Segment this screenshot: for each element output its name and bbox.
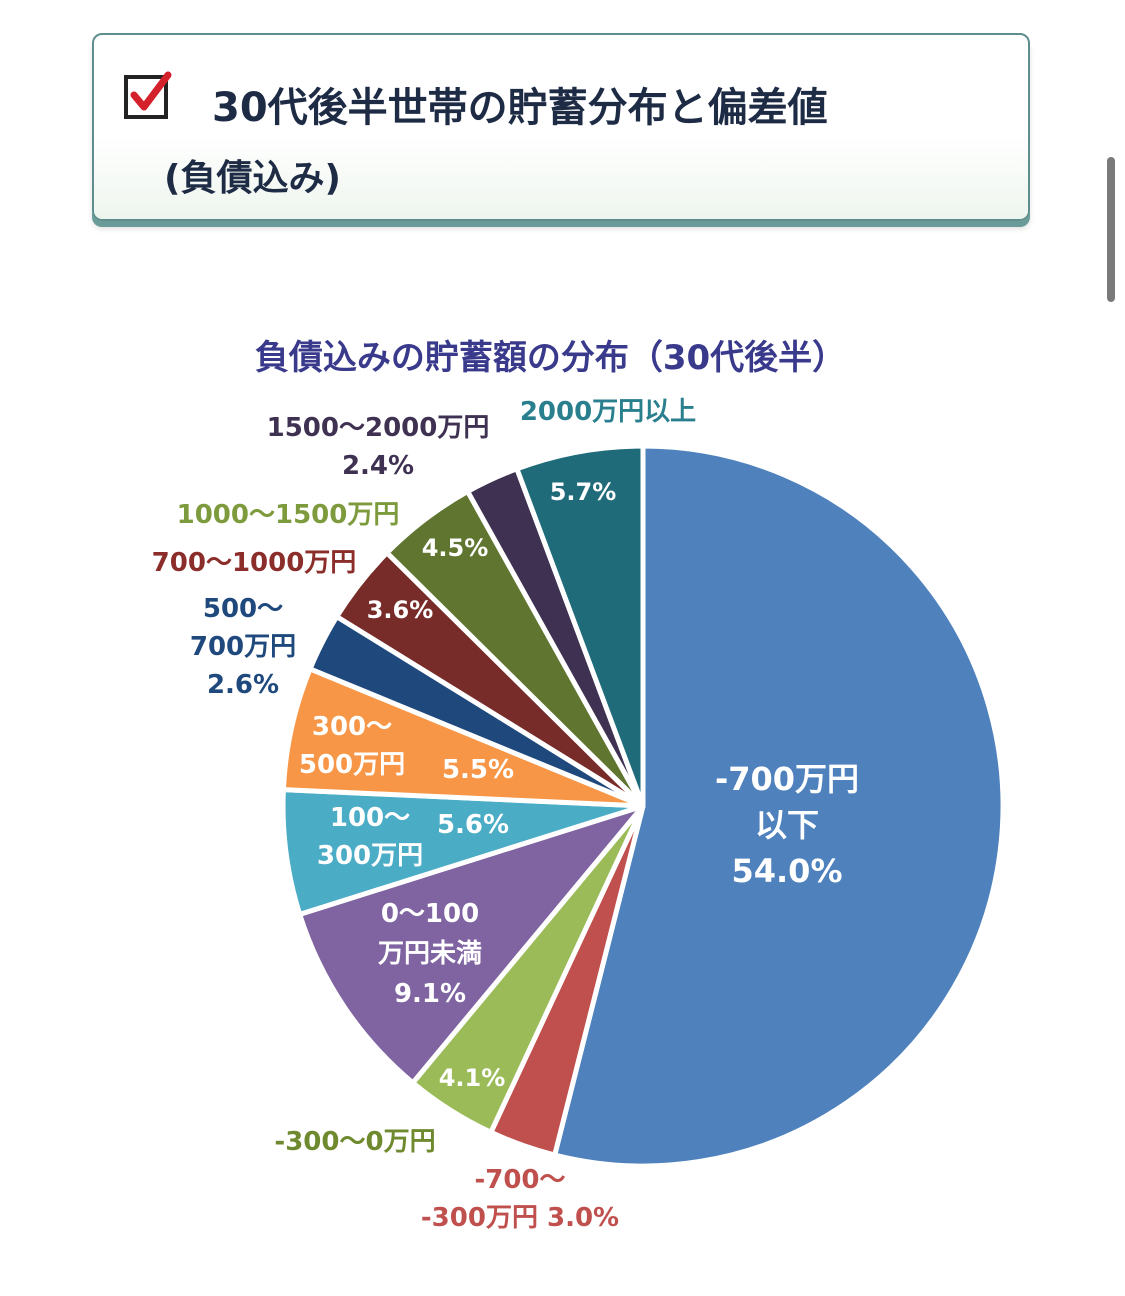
pie-slice [552,443,1006,1169]
slice-label: -700〜-300万円 3.0% [421,1165,619,1233]
slice-label: 300〜 500万円 [299,712,405,780]
slice-label: 100〜 300万円 [317,803,423,871]
slice-label: 5.6% [437,810,509,840]
slice-label: 3.6% [367,596,434,624]
pie-slice [297,803,646,1086]
pie-slice [514,443,646,809]
slice-label: 5.5% [442,755,514,785]
section-header: 30代後半世帯の貯蓄分布と偏差値 (負債込み) [92,33,1030,221]
slice-label: 1500〜2000万円 2.4% [267,413,490,481]
slice-label: 5.7% [550,478,617,506]
slice-label: -700万円以下 54.0% [715,760,859,890]
slice-label: -300〜0万円 [274,1127,435,1157]
slice-label: 2000万円以上 [520,397,696,427]
slice-label: 1000〜1500万円 [177,500,400,530]
slice-label: 0〜100 万円未満 9.1% [378,899,482,1009]
section-title: 30代後半世帯の貯蓄分布と偏差値 [212,85,828,131]
chart-title: 負債込みの貯蓄額の分布（30代後半） [254,338,847,378]
scrollbar-thumb[interactable] [1107,157,1115,302]
slice-label: 700〜1000万円 [152,548,357,578]
slice-label: 4.5% [422,534,489,562]
slice-label: 500〜 700万円 2.6% [190,594,296,700]
section-subtitle: (負債込み) [164,158,341,199]
slice-label: 4.1% [439,1064,506,1092]
checkbox-checked-icon [124,71,172,119]
